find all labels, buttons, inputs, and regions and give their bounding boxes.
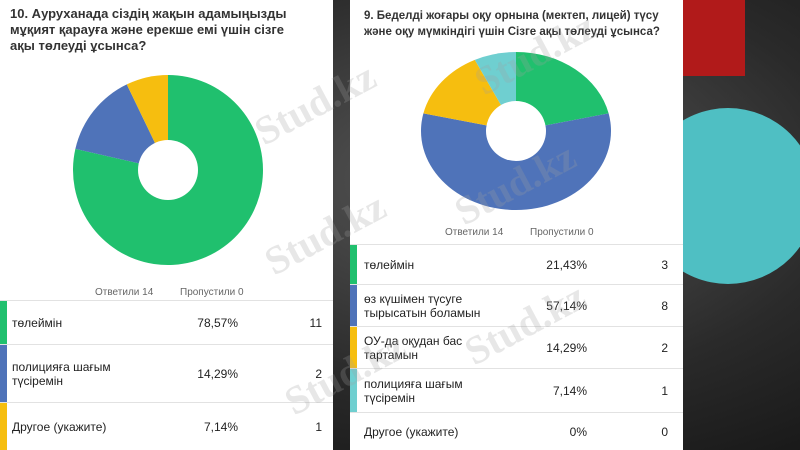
skipped-count: Пропустили 0 <box>180 287 244 298</box>
answer-count: 1 <box>315 419 322 434</box>
answer-percent: 78,57% <box>197 315 238 330</box>
answer-label: төлеймін <box>12 315 63 330</box>
donut-slice <box>421 113 611 210</box>
answer-label: ОУ-да оқудан бас тартамын <box>364 333 463 362</box>
answer-count: 3 <box>661 257 668 272</box>
answer-label: Другое (укажите) <box>364 424 459 439</box>
answer-row: ОУ-да оқудан бас тартамын 14,29% 2 <box>350 326 683 368</box>
answered-count: Ответили 14 <box>95 287 154 298</box>
color-bar <box>350 245 357 284</box>
answer-row: Другое (укажите) 7,14% 1 <box>0 402 333 450</box>
answer-row: полицияға шағым түсіремін 7,14% 1 <box>350 368 683 412</box>
answer-row: төлеймін 21,43% 3 <box>350 244 683 284</box>
question-title: 9. Беделді жоғары оқу орнына (мектеп, ли… <box>364 10 660 38</box>
question-title: 10. Ауруханада сіздің жақын адамыңызды м… <box>10 6 287 53</box>
answer-row: өз күшімен түсуге тырысатын боламын 57,14… <box>350 284 683 326</box>
answer-percent: 0% <box>569 424 587 439</box>
answer-label: төлеймін <box>364 257 415 272</box>
donut-hole <box>138 140 198 200</box>
answer-label: полицияға шағым түсіремін <box>12 359 111 388</box>
answer-percent: 57,14% <box>546 298 587 313</box>
color-bar <box>0 345 7 402</box>
donut-slice <box>75 84 168 170</box>
color-bar <box>350 369 357 412</box>
answered-count: Ответили 14 <box>445 227 504 238</box>
answer-count: 0 <box>661 424 668 439</box>
red-block <box>683 0 745 76</box>
answer-count: 2 <box>315 366 322 381</box>
answer-percent: 14,29% <box>197 366 238 381</box>
answer-percent: 7,14% <box>552 383 587 398</box>
color-bar <box>0 301 7 344</box>
survey-panel: 9. Беделді жоғары оқу орнына (мектеп, ли… <box>350 0 683 450</box>
answer-label: өз күшімен түсуге тырысатын боламын <box>364 291 481 320</box>
color-bar <box>0 403 7 450</box>
answer-label: Другое (укажите) <box>12 419 107 434</box>
answer-count: 1 <box>661 383 668 398</box>
survey-panel: 10. Ауруханада сіздің жақын адамыңызды м… <box>0 0 333 450</box>
skipped-count: Пропустили 0 <box>530 227 594 238</box>
donut-hole <box>486 101 546 161</box>
answer-percent: 21,43% <box>546 257 587 272</box>
color-bar <box>350 285 357 326</box>
answer-label: полицияға шағым түсіремін <box>364 376 463 405</box>
answer-row: төлеймін 78,57% 11 <box>0 300 333 344</box>
color-bar <box>350 327 357 368</box>
answer-row: полицияға шағым түсіремін 14,29% 2 <box>0 344 333 402</box>
answer-percent: 7,14% <box>203 419 238 434</box>
answer-count: 2 <box>661 340 668 355</box>
answer-row: Другое (укажите) 0% 0 <box>350 412 683 450</box>
donut-slice <box>516 52 609 131</box>
donut-chart <box>421 52 611 210</box>
answer-count: 11 <box>309 315 322 330</box>
donut-chart <box>72 75 264 265</box>
answer-count: 8 <box>661 298 668 313</box>
answer-percent: 14,29% <box>546 340 587 355</box>
